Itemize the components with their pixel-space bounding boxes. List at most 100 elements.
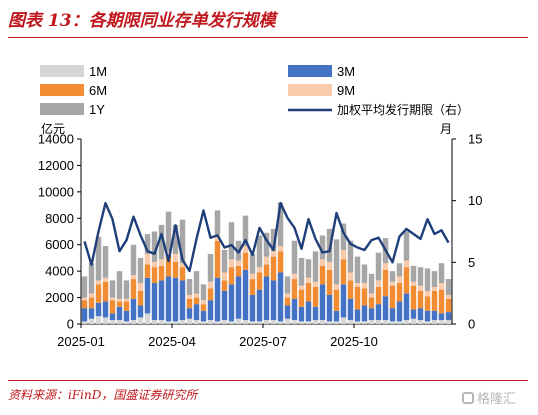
bar-1y xyxy=(263,232,270,257)
x-tick-label: 2025-10 xyxy=(330,334,378,349)
bar-6m xyxy=(375,287,382,305)
bar-1m xyxy=(193,320,200,324)
bar-6m xyxy=(319,265,326,285)
bar-3m xyxy=(137,305,144,318)
bar-6m xyxy=(200,304,207,311)
bar-3m xyxy=(109,313,116,321)
bar-1m xyxy=(410,318,417,324)
bar-3m xyxy=(410,309,417,319)
bar-1y xyxy=(123,280,130,299)
bar-6m xyxy=(165,255,172,277)
bar-1y xyxy=(361,264,368,284)
bar-9m xyxy=(326,261,333,270)
bar-1y xyxy=(88,263,95,294)
bar-1y xyxy=(396,263,403,277)
bar-6m xyxy=(312,287,319,307)
bar-9m xyxy=(424,290,431,297)
bar-6m xyxy=(186,298,193,309)
bar-1m xyxy=(158,320,165,324)
bar-6m xyxy=(88,297,95,309)
bar-6m xyxy=(333,289,340,311)
bar-3m xyxy=(312,306,319,321)
bar-6m xyxy=(347,280,354,299)
bar-9m xyxy=(123,298,130,302)
bar-1y xyxy=(417,267,424,286)
bar-9m xyxy=(305,277,312,284)
bar-9m xyxy=(207,281,214,289)
bar-1y xyxy=(305,259,312,278)
legend-label-1m: 1M xyxy=(89,64,107,79)
bar-1m xyxy=(368,320,375,324)
bar-9m xyxy=(403,260,410,268)
bar-1y xyxy=(347,240,354,273)
bar-3m xyxy=(235,276,242,319)
bar-9m xyxy=(396,276,403,284)
bar-1y xyxy=(95,236,102,281)
watermark: 格隆汇 xyxy=(462,388,516,407)
bar-3m xyxy=(186,308,193,319)
bar-1y xyxy=(368,273,375,294)
bar-1y xyxy=(298,257,305,286)
bar-1m xyxy=(354,321,361,324)
bar-3m xyxy=(340,284,347,318)
bar-3m xyxy=(158,280,165,321)
legend-label-line: 加权平均发行期限（右） xyxy=(337,102,469,117)
bar-9m xyxy=(382,263,389,270)
bar-3m xyxy=(438,313,445,321)
bar-6m xyxy=(263,264,270,277)
bar-9m xyxy=(102,277,109,282)
bar-1m xyxy=(221,320,228,324)
bar-3m xyxy=(270,280,277,321)
bar-6m xyxy=(305,283,312,302)
bar-1m xyxy=(270,320,277,324)
bar-6m xyxy=(179,267,186,281)
legend-swatch-1y xyxy=(40,103,84,115)
bar-9m xyxy=(186,294,193,299)
bar-1y xyxy=(319,235,326,260)
bar-9m xyxy=(165,251,172,256)
bar-1y xyxy=(410,265,417,282)
bar-1m xyxy=(284,318,291,324)
legend-swatch-9m xyxy=(288,84,332,96)
bar-9m xyxy=(445,294,452,299)
bar-1y xyxy=(214,210,221,235)
bar-1y xyxy=(270,228,277,252)
bar-6m xyxy=(410,285,417,310)
legend-label-1y: 1Y xyxy=(89,102,105,117)
bar-9m xyxy=(375,280,382,287)
bar-1m xyxy=(340,317,347,324)
bar-6m xyxy=(361,288,368,306)
bar-1y xyxy=(81,276,88,298)
bar-1y xyxy=(179,219,186,264)
x-tick-label: 2025-04 xyxy=(148,334,196,349)
bar-1y xyxy=(137,257,144,284)
bar-3m xyxy=(179,280,186,321)
bar-9m xyxy=(81,297,88,301)
bar-1m xyxy=(249,321,256,324)
bar-3m xyxy=(81,308,88,322)
bar-9m xyxy=(130,275,137,280)
footer-divider xyxy=(8,380,528,381)
bar-9m xyxy=(368,293,375,298)
bar-9m xyxy=(312,281,319,287)
bar-9m xyxy=(137,283,144,291)
bar-3m xyxy=(445,312,452,321)
bar-9m xyxy=(410,281,417,286)
bar-1m xyxy=(277,321,284,324)
bar-9m xyxy=(298,285,305,290)
bar-3m xyxy=(256,289,263,322)
bar-1m xyxy=(291,320,298,324)
bar-3m xyxy=(221,290,228,321)
bar-1y xyxy=(116,271,123,299)
bar-1y xyxy=(144,234,151,254)
bar-9m xyxy=(228,259,235,268)
bar-6m xyxy=(291,279,298,299)
bar-9m xyxy=(333,284,340,290)
y-tick-label: 10000 xyxy=(38,184,74,199)
bar-6m xyxy=(95,284,102,303)
bar-1y xyxy=(172,224,179,254)
bar-1m xyxy=(361,321,368,324)
bar-1y xyxy=(284,276,291,294)
bar-1m xyxy=(235,318,242,324)
bar-3m xyxy=(277,272,284,322)
